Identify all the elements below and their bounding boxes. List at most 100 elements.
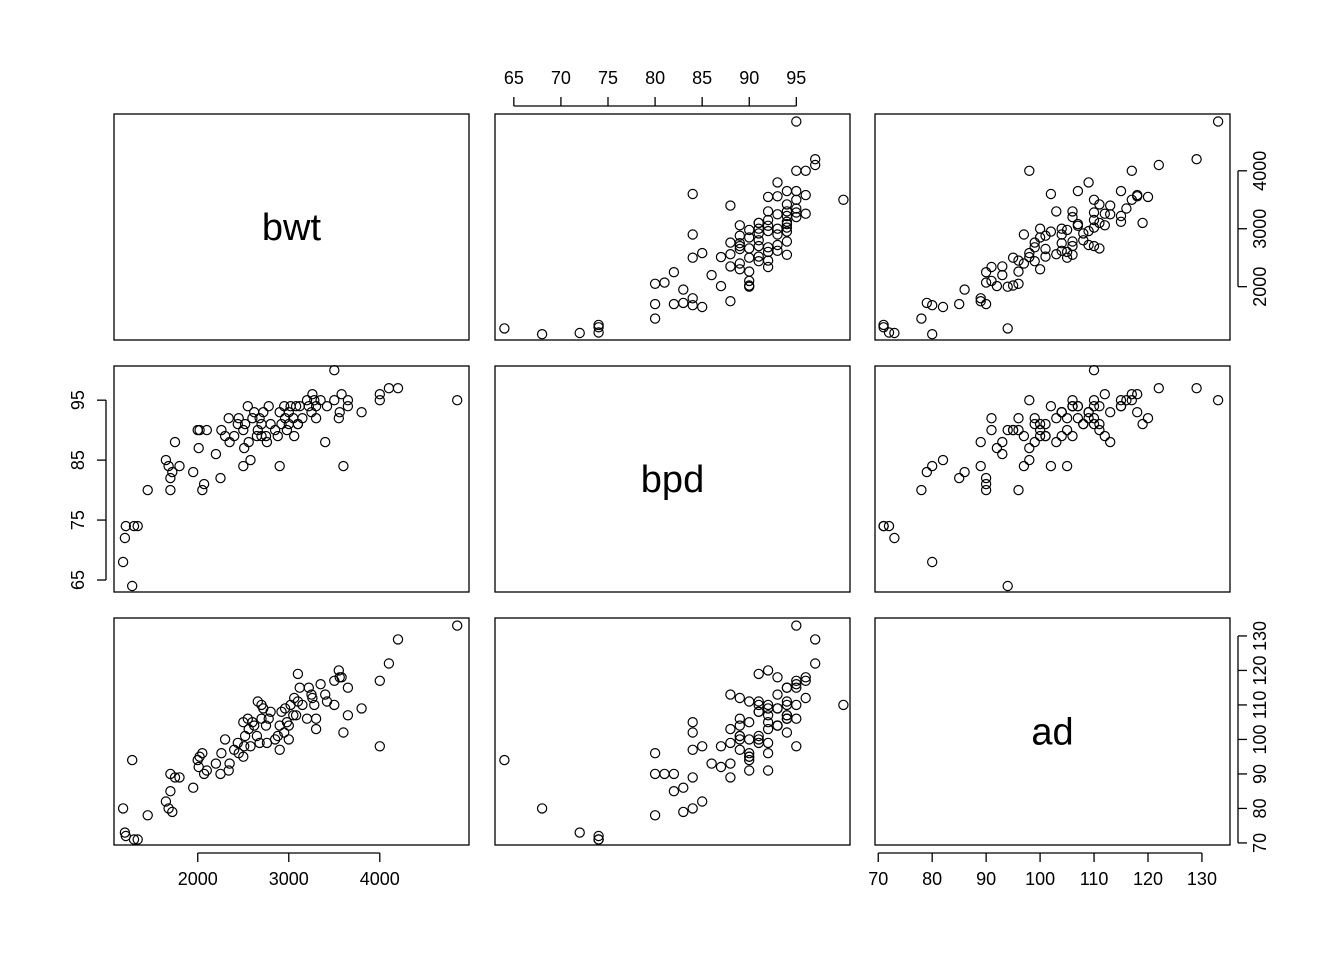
data-point	[753, 668, 764, 680]
data-point	[649, 298, 661, 310]
panels-layer: bwt bpd ad	[113, 113, 1231, 846]
tick-label: 120	[1250, 655, 1270, 685]
panel-ad-vs-bpd	[494, 617, 851, 846]
data-point	[238, 442, 250, 454]
data-point	[1126, 395, 1138, 406]
top-axis-bpd: 65 70 75 80 85 90 95	[504, 68, 806, 107]
data-point	[980, 298, 992, 310]
data-point	[1061, 246, 1073, 258]
data-point	[800, 208, 811, 219]
data-point	[1191, 153, 1202, 165]
data-point	[342, 401, 354, 412]
data-point	[1099, 430, 1111, 442]
data-point	[383, 658, 395, 669]
data-point	[762, 220, 774, 231]
data-point	[762, 261, 774, 273]
tick-label: 2000	[178, 869, 218, 889]
data-point	[687, 252, 698, 263]
data-point	[715, 251, 727, 263]
right-axis-ad: 70 80 90 100 110 120 130	[1237, 621, 1270, 853]
data-point	[303, 401, 314, 412]
data-point	[916, 313, 927, 324]
panel-frame	[113, 113, 470, 341]
data-point	[163, 460, 174, 472]
data-point	[238, 424, 249, 436]
data-point	[1056, 245, 1067, 256]
data-point	[1067, 211, 1078, 223]
data-point	[310, 713, 322, 724]
data-point	[128, 520, 140, 532]
data-point	[991, 280, 1003, 292]
data-point	[800, 692, 811, 704]
data-point	[975, 296, 986, 307]
data-point	[258, 407, 269, 418]
data-point	[762, 665, 774, 676]
tick-label: 130	[1187, 869, 1217, 889]
data-point	[1024, 454, 1035, 466]
tick-label: 70	[1250, 833, 1270, 853]
data-point	[1034, 430, 1046, 442]
data-point	[986, 261, 997, 273]
data-point	[762, 748, 774, 759]
data-point	[1061, 224, 1073, 236]
data-point	[593, 830, 604, 842]
data-point	[333, 413, 344, 424]
data-point	[1067, 249, 1078, 260]
data-point	[916, 484, 927, 496]
data-point	[781, 727, 793, 738]
data-point	[315, 395, 326, 406]
data-point	[1078, 418, 1089, 430]
data-point	[1072, 218, 1084, 230]
data-point	[1104, 407, 1116, 418]
data-point	[687, 744, 698, 756]
data-point	[725, 296, 736, 307]
data-point	[734, 692, 746, 704]
data-point	[239, 418, 251, 430]
data-point	[1040, 243, 1051, 255]
data-point	[1067, 240, 1078, 252]
data-point	[668, 298, 680, 310]
data-point	[1045, 188, 1057, 200]
data-point	[954, 472, 965, 484]
data-point	[838, 699, 849, 711]
data-point	[1099, 208, 1111, 219]
data-point	[687, 727, 698, 738]
data-point	[889, 327, 900, 339]
data-point	[1056, 223, 1067, 234]
data-point	[269, 734, 281, 745]
data-point	[753, 251, 764, 262]
data-point	[210, 758, 222, 769]
data-point	[678, 806, 689, 818]
data-point	[744, 765, 755, 776]
data-point	[1121, 203, 1132, 214]
data-point	[734, 713, 746, 724]
data-point	[1013, 413, 1024, 424]
panel-frame	[874, 365, 1231, 593]
data-point	[160, 454, 172, 466]
data-point	[1013, 424, 1024, 436]
data-point	[753, 228, 764, 239]
tick-label: 110	[1250, 691, 1270, 720]
data-point	[1083, 225, 1094, 237]
data-point	[289, 692, 300, 704]
data-point	[342, 710, 354, 721]
data-point	[997, 436, 1008, 448]
data-point	[1088, 395, 1100, 406]
data-point	[238, 751, 249, 762]
data-point	[187, 466, 199, 478]
data-point	[194, 424, 205, 436]
data-point	[1094, 243, 1105, 254]
data-point	[1002, 281, 1013, 292]
data-point	[1115, 185, 1127, 197]
data-point	[193, 442, 204, 454]
bottom-axis-bwt: 2000 3000 4000	[178, 852, 400, 889]
data-point	[132, 834, 143, 845]
data-point	[706, 758, 717, 769]
tick-label: 95	[786, 68, 806, 88]
tick-label: 75	[68, 510, 88, 530]
data-point	[1212, 395, 1224, 406]
data-point	[167, 466, 178, 478]
data-point	[309, 699, 320, 711]
data-point	[772, 672, 783, 683]
data-point	[334, 407, 345, 418]
